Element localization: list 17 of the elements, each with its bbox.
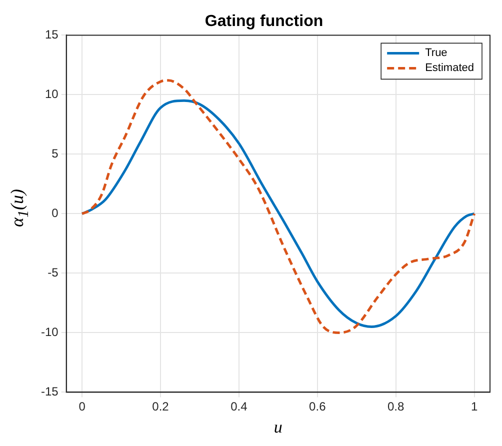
chart-title: Gating function [204,13,324,30]
x-tick-label: 0.6 [309,400,326,414]
legend-label: True [425,47,448,60]
y-tick-label: -5 [48,266,59,280]
x-tick-label: 0 [78,400,86,414]
y-tick-label: 0 [52,206,59,220]
y-tick-label: -10 [41,325,59,340]
x-axis-title: u [274,417,282,436]
y-tick-label: 5 [52,146,59,161]
x-tick-label: 0.4 [230,400,248,414]
x-tick-label: 0.8 [388,400,405,414]
x-tick-label: 1 [470,400,478,414]
legend-label: Estimated [425,62,474,74]
y-tick-label: 15 [44,28,59,42]
y-tick-label: -15 [41,384,59,399]
x-tick-label: 0.2 [152,400,170,414]
y-tick-label: 10 [44,87,59,102]
